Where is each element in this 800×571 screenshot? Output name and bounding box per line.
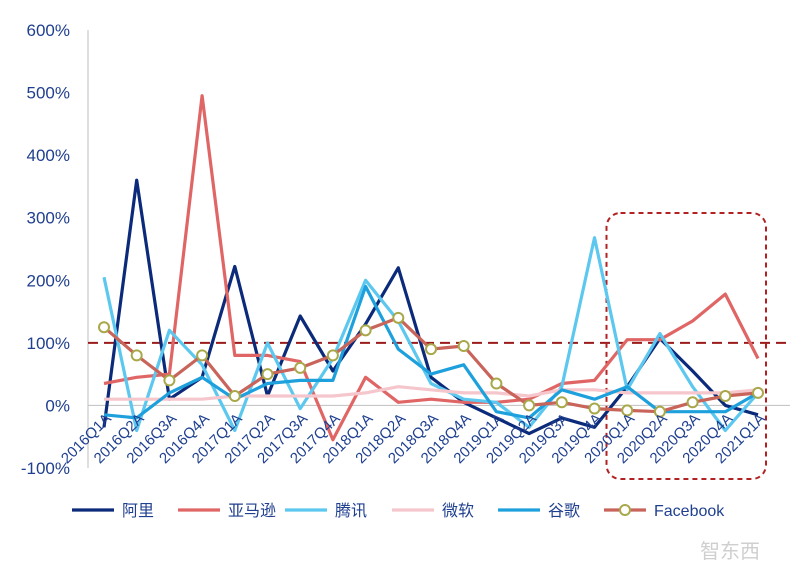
series-line-2	[102, 236, 760, 433]
series-point	[686, 396, 699, 409]
grid-layer	[87, 30, 790, 468]
series-point	[359, 324, 372, 337]
series-point	[555, 396, 568, 409]
series-point	[130, 349, 143, 362]
y-tick-label: 300%	[27, 209, 70, 228]
y-tick-label: 400%	[27, 146, 70, 165]
legend-label: 亚马逊	[228, 502, 276, 520]
y-tick-label: 600%	[27, 21, 70, 40]
series-point	[228, 390, 241, 403]
legend-label: 微软	[442, 502, 474, 520]
x-axis-ticks: 2016Q1A2016Q2A2016Q3A2016Q4A2017Q1A2017Q…	[58, 410, 769, 467]
legend: 阿里 亚马逊 腾讯 微软 谷歌 Facebook	[72, 502, 725, 520]
legend-marker	[619, 504, 631, 516]
series-point	[425, 343, 437, 356]
series-layer	[98, 94, 764, 442]
watermark-text: 智东西	[700, 539, 760, 563]
y-tick-label: -100%	[21, 459, 70, 478]
series-line-3	[104, 385, 759, 401]
series-point	[490, 377, 503, 390]
legend-label: 谷歌	[548, 502, 580, 520]
series-point	[294, 361, 307, 374]
series-point	[98, 321, 110, 334]
series-point	[588, 402, 601, 415]
series-point	[261, 368, 274, 381]
series-line-1	[103, 94, 760, 442]
series-point	[653, 405, 666, 418]
series-point	[752, 386, 764, 399]
series-line-0	[102, 178, 759, 436]
y-tick-label: 0%	[45, 396, 70, 415]
series-point	[719, 390, 732, 403]
series-point	[196, 349, 209, 362]
legend-label: 腾讯	[335, 502, 367, 520]
series-point	[523, 399, 536, 412]
y-tick-label: 100%	[27, 334, 70, 353]
y-tick-label: 500%	[27, 84, 70, 103]
legend-label: 阿里	[122, 502, 154, 520]
series-line-4	[103, 284, 759, 420]
y-axis-ticks: -100% 0% 100% 200% 300% 400% 500% 600%	[21, 21, 70, 478]
highlight-layer	[605, 212, 767, 480]
series-point	[457, 339, 470, 352]
legend-label: Facebook	[654, 503, 725, 520]
series-point	[621, 404, 634, 417]
y-tick-label: 200%	[27, 271, 70, 290]
series-point	[163, 374, 176, 387]
series-point	[392, 311, 405, 324]
series-point	[326, 349, 339, 362]
highlight-box	[605, 212, 767, 480]
